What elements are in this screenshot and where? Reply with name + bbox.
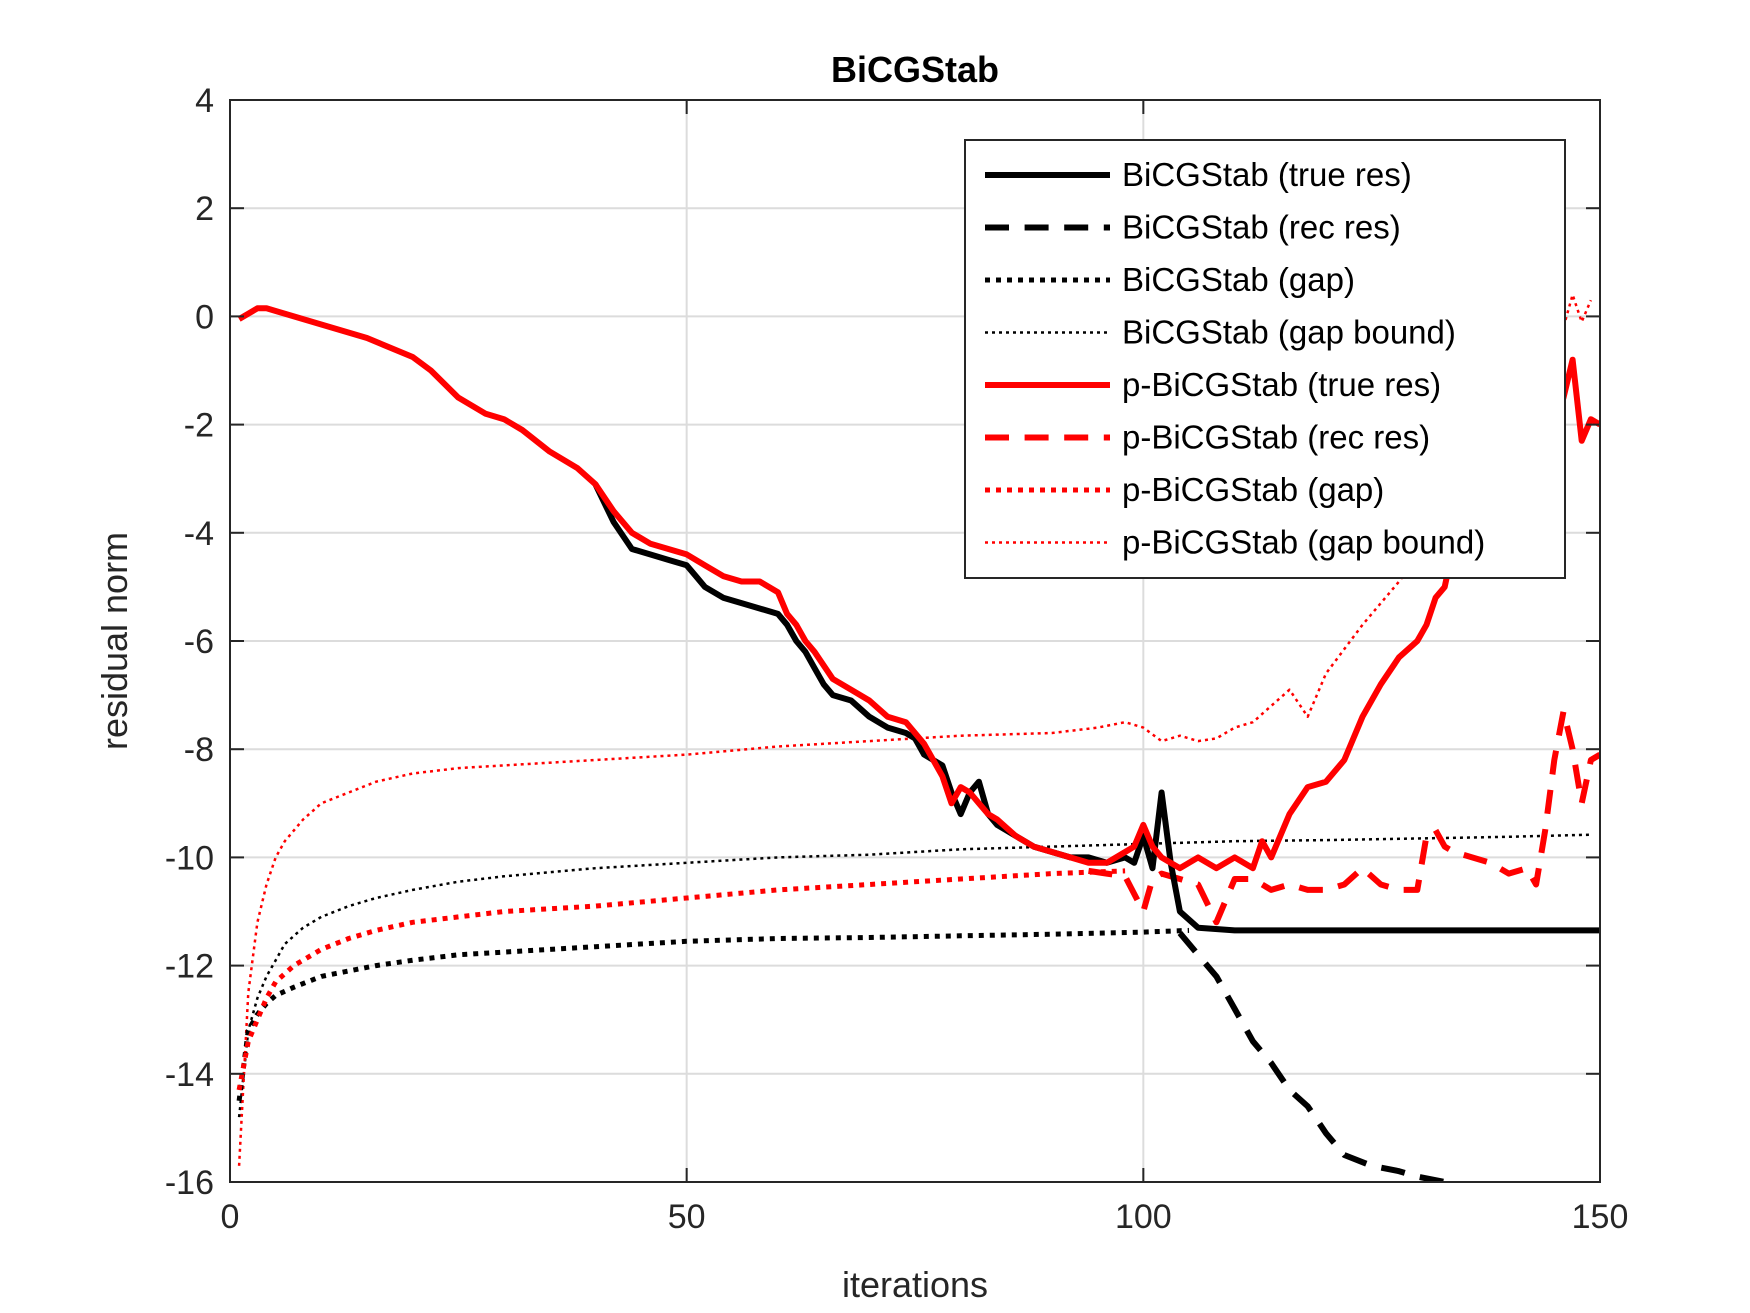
y-tick-label: -4 xyxy=(184,515,214,553)
series-layer xyxy=(236,293,1600,1182)
legend-box xyxy=(964,139,1566,579)
series-line-bicgstab-rec-res xyxy=(1177,931,1446,1182)
y-tick-label: 0 xyxy=(195,298,214,336)
y-tick-label: 4 xyxy=(195,82,214,120)
legend-label: p-BiCGStab (rec res) xyxy=(1122,419,1430,456)
chart-title: BiCGStab xyxy=(831,49,999,90)
series-line-p-bicgstab-rec-res xyxy=(1088,708,1600,926)
y-tick-label: -16 xyxy=(165,1164,214,1202)
series-line-p-bicgstab-true-res xyxy=(237,305,1600,872)
legend-label: BiCGStab (true res) xyxy=(1122,156,1412,193)
legend-label: p-BiCGStab (gap) xyxy=(1122,471,1384,508)
series-line-bicgstab-true-res xyxy=(592,482,1600,934)
series-line-bicgstab-gap-bound xyxy=(237,833,1591,1118)
ticks: 0 50 100 150 4 2 0 -2 -4 -6 -8 -10 -12 -14 -16 xyxy=(165,82,1629,1236)
y-tick-label: 2 xyxy=(195,190,214,228)
y-tick-label: -2 xyxy=(184,407,214,445)
series-line-p-bicgstab-gap-bound xyxy=(237,293,1593,1166)
legend-label: p-BiCGStab (true res) xyxy=(1122,366,1441,403)
x-tick-label: 150 xyxy=(1572,1198,1629,1236)
legend-label: BiCGStab (gap bound) xyxy=(1122,314,1456,351)
legend: BiCGStab (true res) BiCGStab (rec res) BiC… xyxy=(964,139,1566,579)
y-tick-label: -10 xyxy=(165,839,214,877)
x-tick-label: 0 xyxy=(221,1198,240,1236)
legend-label: p-BiCGStab (gap bound) xyxy=(1122,524,1485,561)
y-tick-label: -14 xyxy=(165,1056,214,1094)
x-axis-label: iterations xyxy=(842,1264,988,1305)
x-tick-label: 50 xyxy=(668,1198,706,1236)
y-tick-label: -8 xyxy=(184,731,214,769)
y-axis-label: residual norm xyxy=(94,532,135,750)
y-tick-label: -12 xyxy=(165,948,214,986)
legend-label: BiCGStab (gap) xyxy=(1122,261,1355,298)
legend-label: BiCGStab (rec res) xyxy=(1122,209,1401,246)
x-tick-label: 100 xyxy=(1115,1198,1172,1236)
series-line-p-bicgstab-gap xyxy=(236,868,1126,1091)
y-tick-label: -6 xyxy=(184,623,214,661)
